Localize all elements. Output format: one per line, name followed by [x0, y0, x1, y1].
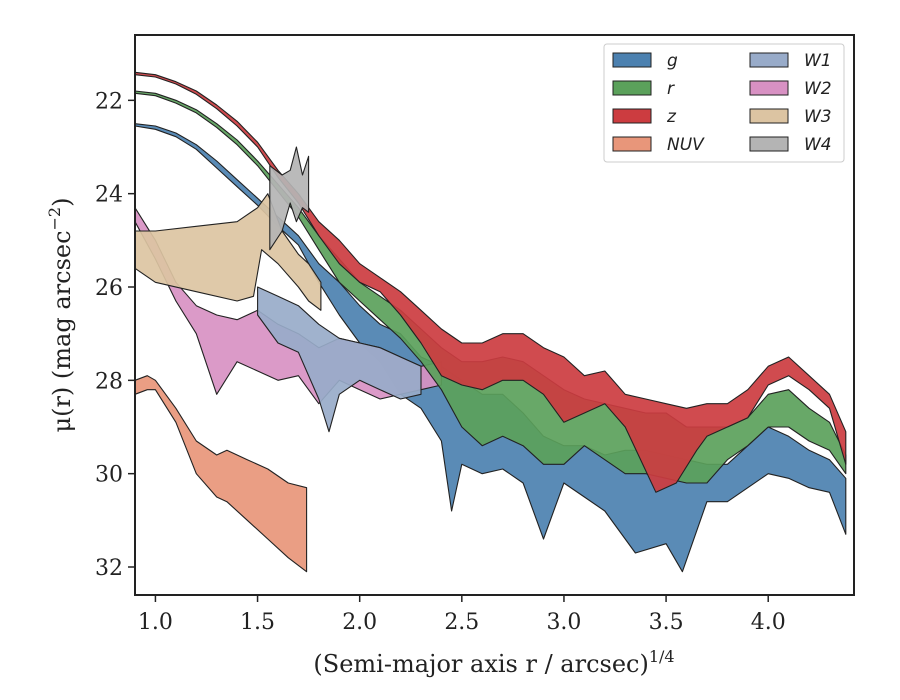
- legend-label-z: z: [666, 107, 677, 127]
- legend-swatch-r: [612, 80, 652, 96]
- profile-bands: [134, 71, 847, 573]
- band-nuv: [134, 375, 308, 573]
- x-tick-label: 2.0: [342, 610, 377, 635]
- x-axis-ticks: 1.0 1.5 2.0 2.5 3.0 3.5 4.0: [138, 595, 786, 635]
- legend-label-w4: W4: [804, 135, 832, 155]
- x-axis-label: (Semi-major axis r / arcsec)1/4: [313, 647, 674, 678]
- legend-label-nuv: NUV: [667, 135, 705, 155]
- legend-swatch-w3: [749, 108, 789, 124]
- plot-frame: [134, 34, 855, 596]
- legend-label-r: r: [667, 79, 675, 99]
- y-tick-label: 32: [95, 556, 123, 581]
- legend-swatch-z: [612, 108, 652, 124]
- legend-label-w3: W3: [804, 107, 832, 127]
- y-tick-label: 26: [95, 276, 123, 301]
- x-tick-label: 2.5: [444, 610, 479, 635]
- legend-label-g: g: [667, 51, 678, 71]
- legend-label-w2: W2: [804, 79, 832, 99]
- x-tick-label: 4.0: [751, 610, 786, 635]
- y-tick-label: 22: [95, 89, 123, 114]
- legend-label-w1: W1: [804, 51, 832, 71]
- x-tick-label: 1.0: [138, 610, 173, 635]
- y-tick-label: 30: [95, 463, 123, 488]
- y-axis-ticks: 22 24 26 28 30 32: [95, 89, 135, 581]
- legend-box: [603, 43, 845, 163]
- legend-swatch-nuv: [612, 136, 652, 152]
- y-tick-label: 24: [95, 183, 123, 208]
- x-tick-label: 3.5: [649, 610, 684, 635]
- legend-swatch-g: [612, 52, 652, 68]
- x-tick-label: 1.5: [240, 610, 275, 635]
- band-w4: [269, 146, 310, 251]
- legend: grz NUV W1 W2 W3 W4: [603, 43, 845, 163]
- band-w1: [257, 286, 422, 433]
- legend-swatch-w2: [749, 80, 789, 96]
- legend-swatch-w4: [749, 136, 789, 152]
- band-r: [134, 90, 847, 484]
- y-axis-label: μ(r) (mag arcsec−2): [45, 198, 76, 433]
- band-z: [134, 71, 847, 493]
- y-tick-label: 28: [95, 369, 123, 394]
- x-tick-label: 3.0: [546, 610, 581, 635]
- legend-swatch-w1: [749, 52, 789, 68]
